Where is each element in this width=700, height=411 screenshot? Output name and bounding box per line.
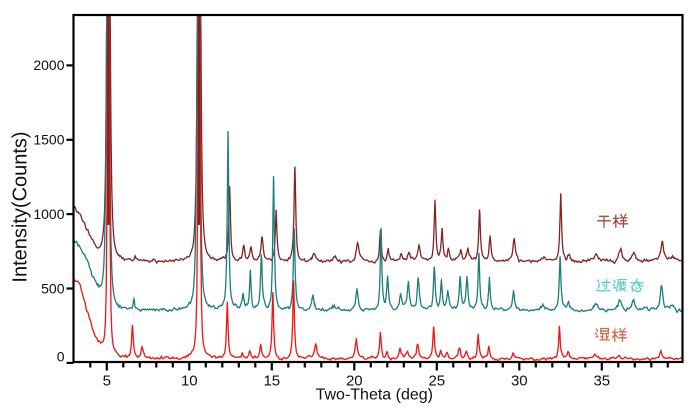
svg-text:Two-Theta (deg): Two-Theta (deg)	[316, 387, 433, 404]
svg-text:20: 20	[346, 373, 363, 390]
svg-text:1500: 1500	[33, 132, 64, 148]
svg-text:1000: 1000	[33, 206, 64, 222]
svg-text:500: 500	[41, 280, 65, 296]
svg-text:5: 5	[103, 373, 111, 390]
svg-text:0: 0	[57, 349, 65, 365]
svg-text:2000: 2000	[33, 57, 64, 73]
svg-text:15: 15	[263, 373, 280, 390]
svg-text:30: 30	[511, 373, 528, 390]
svg-text:35: 35	[593, 373, 610, 390]
svg-text:Intensity(Counts): Intensity(Counts)	[10, 131, 32, 282]
svg-text:25: 25	[428, 373, 445, 390]
svg-text:10: 10	[181, 373, 198, 390]
